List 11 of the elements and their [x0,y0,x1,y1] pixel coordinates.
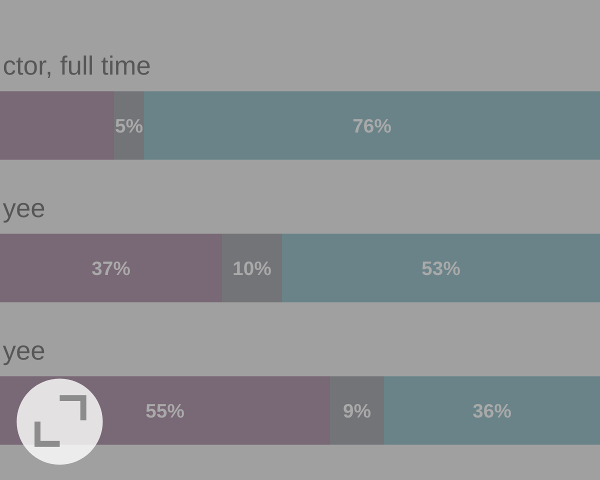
bar [282,234,600,302]
data-label: 55% [146,404,184,418]
data-label: 53% [422,261,460,276]
y-tick-label: yee [2,345,44,366]
bar [384,376,600,445]
y-tick-label: yee [2,202,44,223]
y-tick-label: ctor, full time [4,56,150,78]
data-label: 76% [353,118,391,133]
data-label: 36% [472,404,511,418]
data-label: 37% [92,261,130,276]
bar [144,91,600,160]
